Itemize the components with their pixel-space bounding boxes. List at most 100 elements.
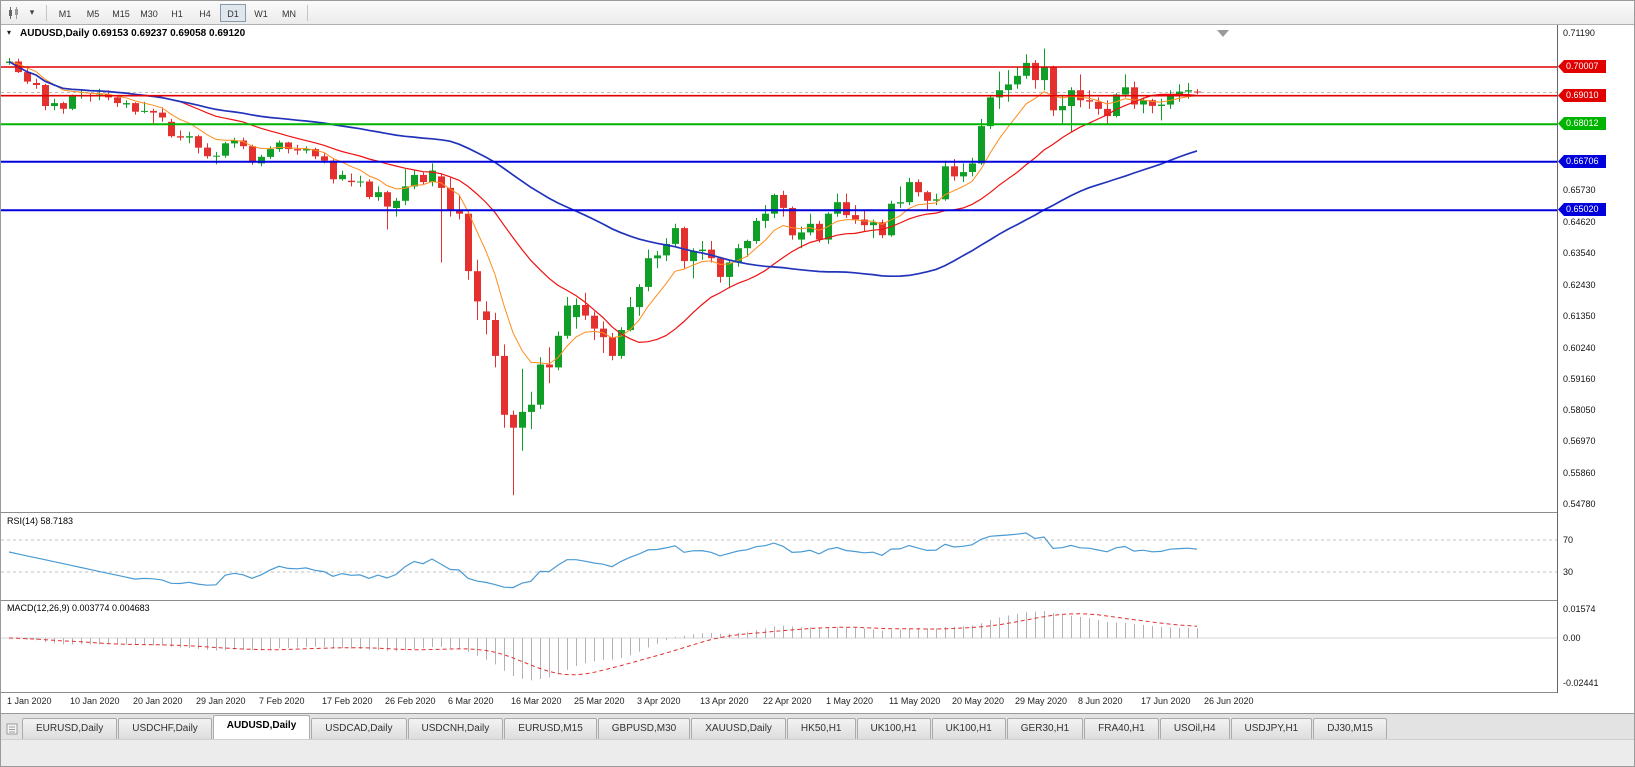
timeframe-button-m1[interactable]: M1 [58, 8, 72, 19]
price-axis-label: 0.63540 [1563, 248, 1596, 258]
chart-tab-usdcad-daily[interactable]: USDCAD,Daily [311, 718, 407, 739]
candle-body [1032, 62, 1039, 81]
chart-tab-usdchf-daily[interactable]: USDCHF,Daily [118, 718, 212, 739]
candle-body [762, 213, 769, 221]
candle-body [195, 136, 202, 148]
candle-body [708, 249, 715, 259]
chart-tabs: EURUSD,Daily USDCHF,Daily AUDUSD,Daily USDC… [22, 715, 1388, 739]
candle-body [375, 192, 382, 198]
candle-body [942, 166, 949, 200]
chart-shift-marker[interactable] [1217, 30, 1229, 37]
candle-body [123, 103, 130, 105]
chart-title: AUDUSD,Daily 0.69153 0.69237 0.69058 0.6… [20, 28, 246, 39]
candle-body [852, 215, 859, 220]
candle-body [636, 287, 643, 308]
chart-tab-xauusd-daily[interactable]: XAUUSD,Daily [691, 718, 786, 739]
candle-body [870, 222, 877, 226]
chart-tab-usoil-h4[interactable]: USOil,H4 [1159, 718, 1230, 739]
candle-body [969, 163, 976, 172]
chart-tab-dj30-m15[interactable]: DJ30,M15 [1313, 718, 1387, 739]
timeframe-button-d1[interactable]: D1 [220, 3, 246, 22]
candle-body [1167, 94, 1174, 105]
candle-body [906, 182, 913, 203]
main-chart-canvas[interactable] [1, 25, 1557, 512]
candle-body [519, 411, 526, 428]
timeframe-button-h4[interactable]: H4 [199, 8, 211, 19]
chart-tab-ger30-h1[interactable]: GER30,H1 [1006, 718, 1084, 739]
panel-separator-macd[interactable] [1, 600, 1634, 601]
timeframe-button-m15[interactable]: M15 [112, 8, 130, 19]
panel-separator-rsi[interactable] [1, 512, 1634, 513]
candle-body [501, 355, 508, 415]
candle-body [699, 249, 706, 251]
candle-body [834, 202, 841, 214]
candle-body [303, 149, 310, 151]
chart-tab-gbpusd-m30[interactable]: GBPUSD,M30 [597, 718, 691, 739]
candle-body [330, 160, 337, 180]
rsi-axis-label: 70 [1563, 535, 1574, 545]
candle-body [924, 192, 931, 201]
macd-axis-label: -0.02441 [1563, 678, 1599, 688]
date-axis[interactable]: 1 Jan 2020 10 Jan 2020 20 Jan 2020 29 Jan 2… [1, 693, 1557, 713]
candle-body [492, 320, 499, 356]
chart-type-icon[interactable] [5, 4, 23, 22]
timeframe-toolbar: ▾ M1 M5 M15 M30 H1 H4 D1 W1 MN [1, 1, 1634, 25]
candle-body [33, 83, 40, 85]
date-axis-label: 6 Mar 2020 [448, 696, 494, 706]
candle-body [204, 147, 211, 157]
chart-tab-audusd-daily[interactable]: AUDUSD,Daily [212, 715, 311, 739]
candle-body [1140, 100, 1147, 105]
candle-body [384, 192, 391, 207]
date-axis-label: 20 Jan 2020 [133, 696, 183, 706]
price-axis-label: 0.54780 [1563, 499, 1596, 509]
chart-tab-fra40-h1[interactable]: FRA40,H1 [1084, 718, 1159, 739]
timeframe-button-group: M1 M5 M15 M30 H1 H4 D1 W1 MN [52, 3, 302, 22]
chart-tab-eurusd-m15[interactable]: EURUSD,M15 [504, 718, 597, 739]
date-axis-label: 7 Feb 2020 [259, 696, 305, 706]
tab-list-icon[interactable] [6, 723, 18, 735]
candle-body [168, 121, 175, 137]
date-axis-label: 1 Jan 2020 [7, 696, 52, 706]
candle-body [177, 136, 184, 138]
candle-body [771, 195, 778, 214]
candle-body [681, 228, 688, 262]
date-axis-label: 29 May 2020 [1015, 696, 1068, 706]
chart-tab-uk100-h1[interactable]: UK100,H1 [931, 718, 1006, 739]
price-axis[interactable]: 0.71190 0.65730 0.64620 0.63540 0.62430 0.613… [1557, 25, 1634, 693]
macd-axis-label: 0.01574 [1563, 604, 1596, 614]
candle-body [132, 103, 139, 112]
price-axis-label: 0.64620 [1563, 217, 1596, 227]
candle-body [1095, 101, 1102, 109]
candle-body [312, 149, 319, 157]
timeframe-button-m30[interactable]: M30 [140, 8, 158, 19]
timeframe-button-h1[interactable]: H1 [171, 8, 183, 19]
chart-dropdown-caret-icon[interactable]: ▾ [29, 7, 35, 17]
chart-tab-hk50-h1[interactable]: HK50,H1 [786, 718, 856, 739]
timeframe-button-mn[interactable]: MN [282, 8, 296, 19]
candle-body [537, 364, 544, 405]
candle-body [1149, 100, 1156, 106]
macd-panel-canvas[interactable] [1, 601, 1557, 692]
candle-body [618, 330, 625, 356]
timeframe-button-m5[interactable]: M5 [86, 8, 100, 19]
chart-menu-arrow-icon[interactable]: ▾ [7, 28, 12, 37]
candle-body [780, 195, 787, 208]
chart-tab-usdjpy-h1[interactable]: USDJPY,H1 [1230, 718, 1313, 739]
candle-body [1194, 91, 1201, 93]
chart-tab-uk100-h1[interactable]: UK100,H1 [856, 718, 931, 739]
candle-body [69, 95, 76, 109]
chart-tab-eurusd-daily[interactable]: EURUSD,Daily [22, 718, 118, 739]
candle-body [213, 155, 220, 157]
candle-body [438, 176, 445, 188]
timeframe-button-w1[interactable]: W1 [254, 8, 268, 19]
date-axis-label: 29 Jan 2020 [196, 696, 246, 706]
candle-body [249, 146, 256, 162]
candle-body [816, 223, 823, 240]
candle-body [294, 149, 301, 151]
candle-body [987, 97, 994, 127]
date-axis-label: 20 May 2020 [952, 696, 1005, 706]
rsi-panel-canvas[interactable] [1, 513, 1557, 600]
chart-tab-usdcnh-daily[interactable]: USDCNH,Daily [407, 718, 504, 739]
candle-body [843, 202, 850, 216]
date-axis-label: 22 Apr 2020 [763, 696, 812, 706]
